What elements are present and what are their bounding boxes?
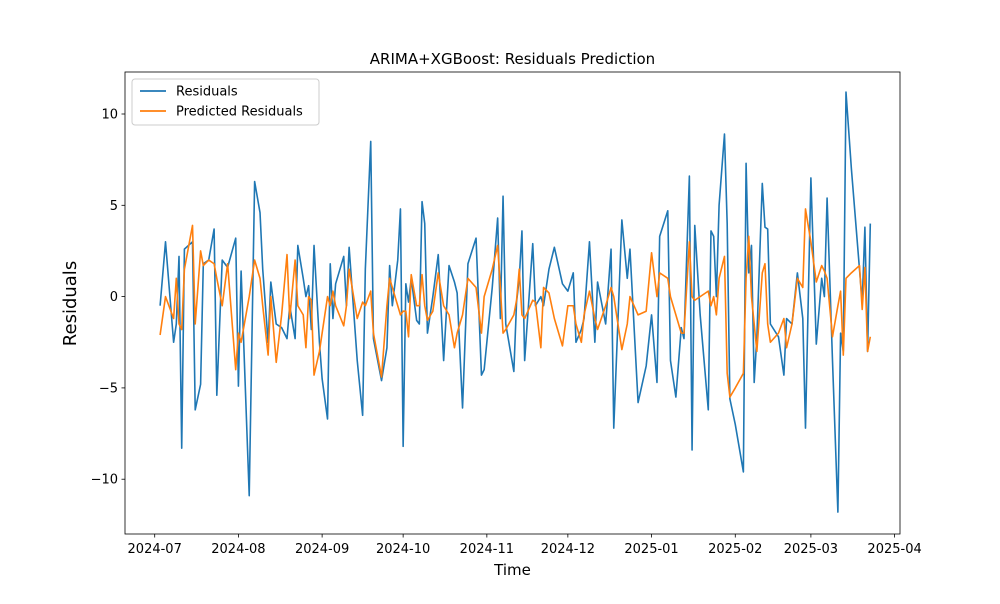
y-tick-label: −5 <box>99 381 118 396</box>
legend-label: Predicted Residuals <box>176 105 303 120</box>
y-axis-label: Residuals <box>60 261 81 346</box>
x-tick-label: 2024-07 <box>128 542 182 557</box>
x-tick-label: 2025-03 <box>784 542 838 557</box>
x-tick-label: 2024-10 <box>376 542 430 557</box>
x-tick-label: 2025-02 <box>708 542 762 557</box>
x-axis-label: Time <box>493 561 531 579</box>
x-tick-label: 2025-01 <box>624 542 678 557</box>
legend-label: Residuals <box>176 85 238 100</box>
y-tick-label: 0 <box>110 290 118 305</box>
y-tick-label: 5 <box>110 199 118 214</box>
series-line <box>159 208 872 398</box>
x-tick-label: 2024-12 <box>541 542 595 557</box>
y-tick-label: −10 <box>91 473 118 488</box>
x-tick-label: 2025-04 <box>867 542 921 557</box>
x-tick-label: 2024-08 <box>211 542 265 557</box>
x-tick-label: 2024-11 <box>460 542 514 557</box>
y-tick-label: 10 <box>101 108 118 123</box>
series-line <box>159 91 872 513</box>
x-tick-label: 2024-09 <box>295 542 349 557</box>
chart-title: ARIMA+XGBoost: Residuals Prediction <box>370 50 655 68</box>
plot-frame <box>124 71 901 535</box>
legend-box <box>131 78 320 126</box>
